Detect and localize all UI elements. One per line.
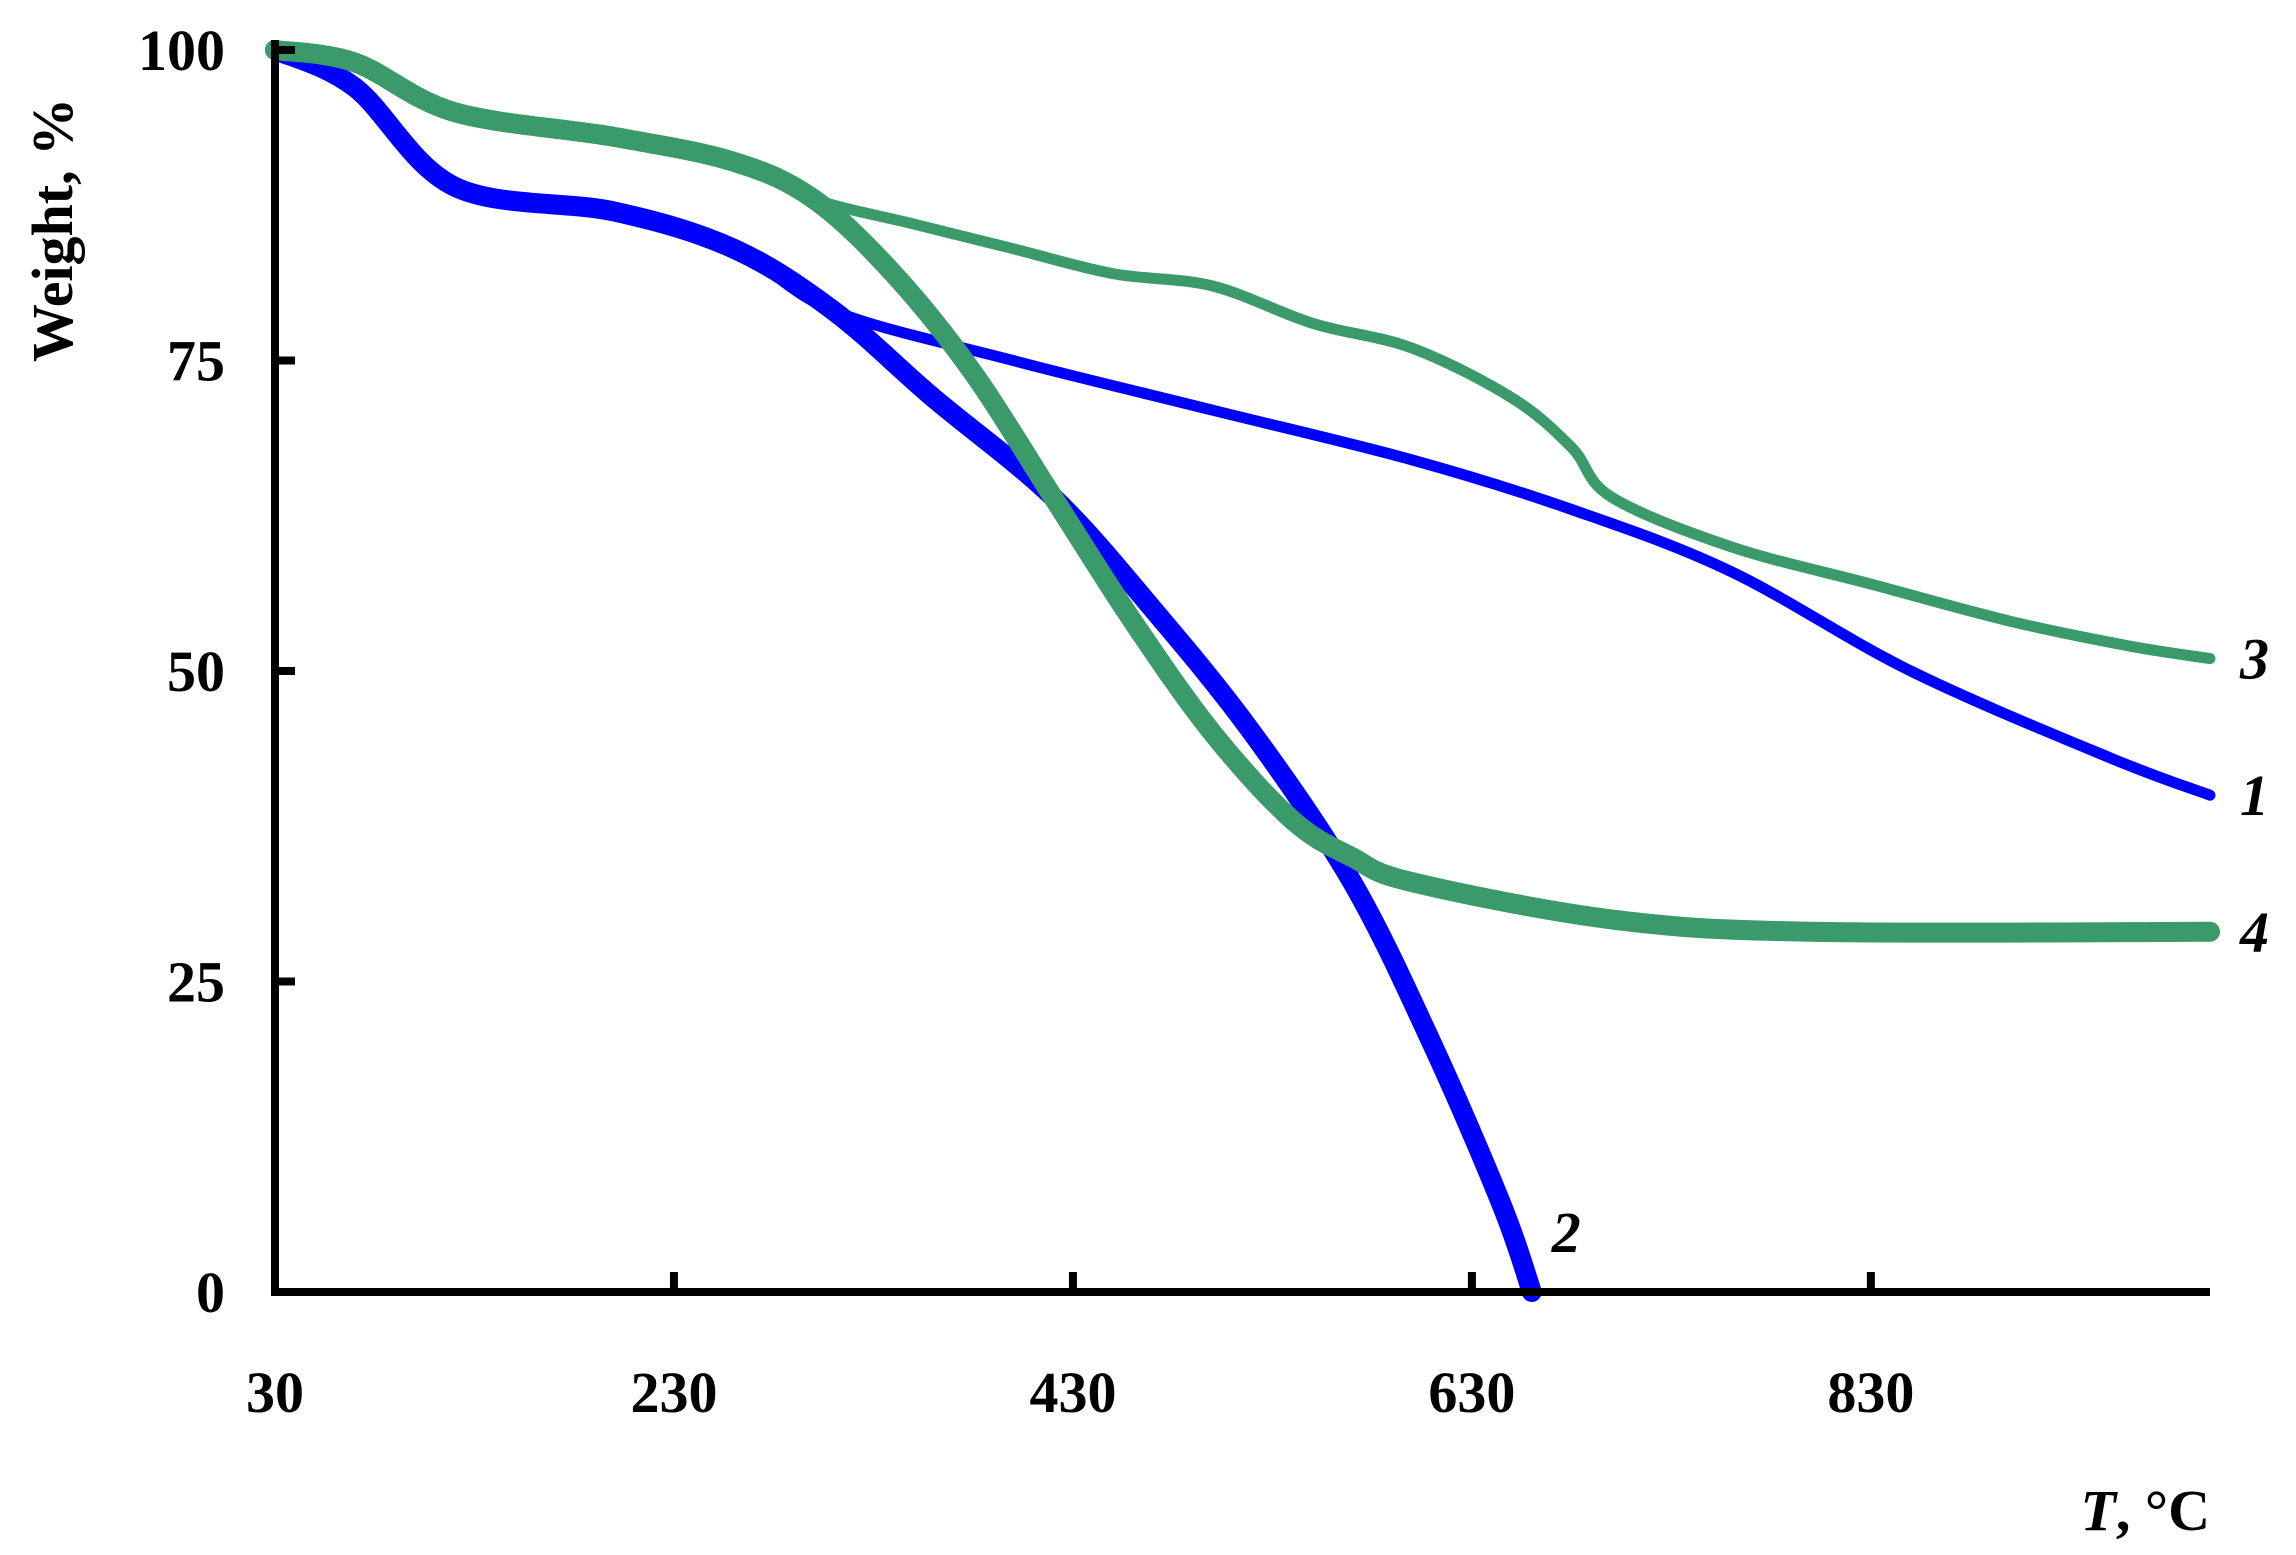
series-line-1 <box>269 44 2216 801</box>
x-tick-label-630: 630 <box>1428 1360 1515 1425</box>
series-label-4: 4 <box>2239 900 2269 965</box>
x-tick-label-430: 430 <box>1029 1360 1116 1425</box>
x-tick-label-830: 830 <box>1827 1360 1914 1425</box>
y-tick-label-25: 25 <box>167 950 225 1015</box>
y-axis-title: Weight, % <box>20 98 85 362</box>
series-label-3: 3 <box>2239 627 2269 692</box>
series-line-2 <box>265 40 1542 1302</box>
x-tick-label-230: 230 <box>630 1360 717 1425</box>
series-line-4 <box>265 40 2220 943</box>
x-axis-title-unit: , °C <box>2116 1478 2210 1543</box>
series-layer <box>265 40 2220 1302</box>
series-line-3 <box>269 44 2216 665</box>
series-label-1: 1 <box>2240 763 2269 828</box>
x-axis-title-var: T <box>2080 1478 2118 1543</box>
y-tick-label-75: 75 <box>167 329 225 394</box>
x-axis-title: T, °C <box>2080 1478 2210 1543</box>
y-tick-label-0: 0 <box>196 1260 225 1325</box>
axis-layer <box>271 40 2210 1296</box>
ticks-layer: 0 25 50 75 100 30 230 430 630 830 <box>138 18 1914 1425</box>
series-label-2: 2 <box>1551 1200 1581 1265</box>
labels-layer: Weight, % T, °C 1 2 3 4 <box>20 98 2269 1543</box>
y-tick-label-100: 100 <box>138 18 225 83</box>
x-tick-label-30: 30 <box>246 1360 304 1425</box>
y-tick-label-50: 50 <box>167 639 225 704</box>
